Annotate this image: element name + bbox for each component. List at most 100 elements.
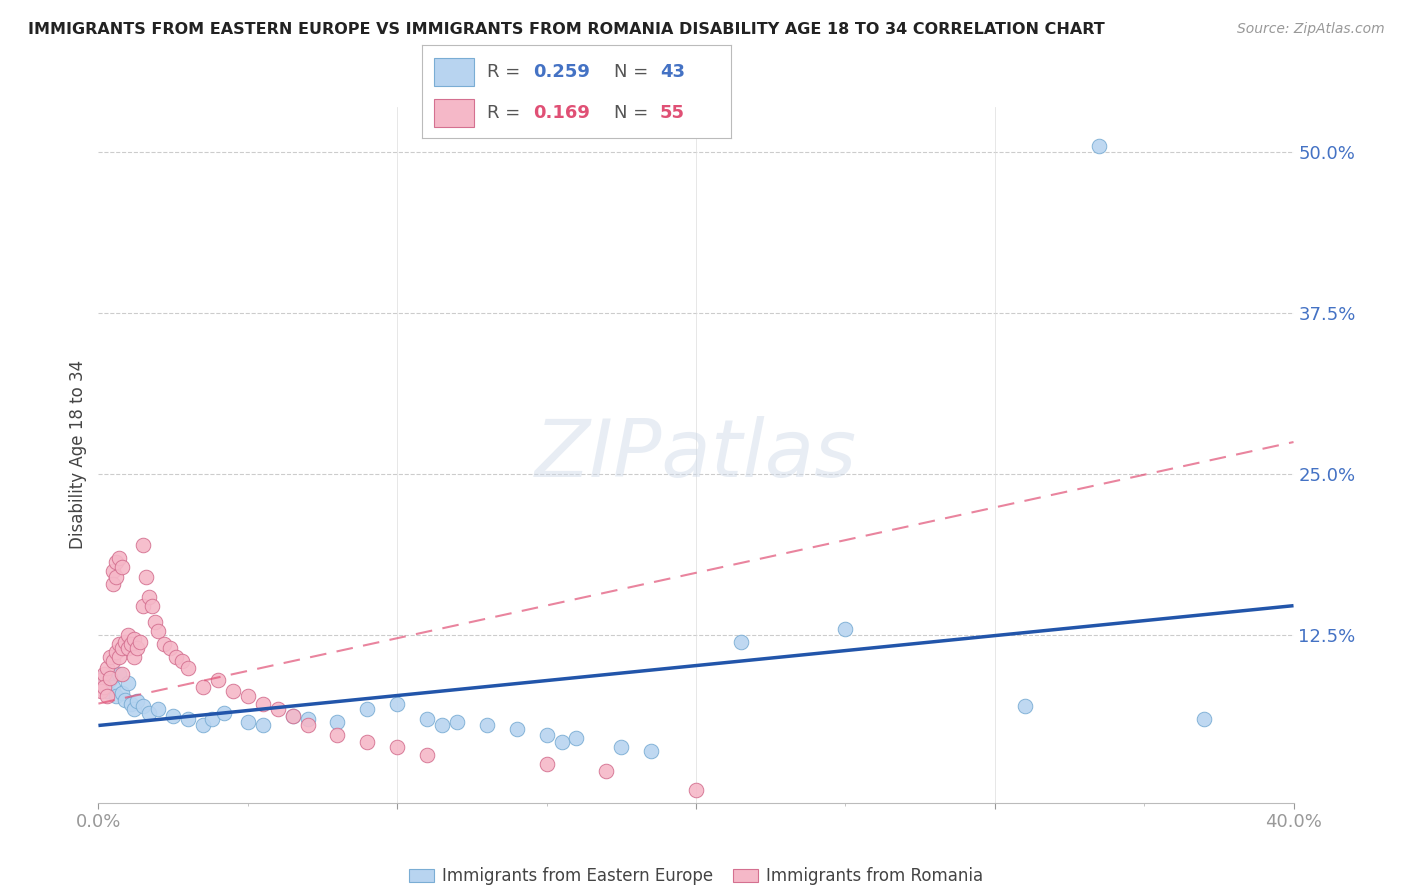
Point <box>124 702 146 716</box>
Point <box>191 680 214 694</box>
Point <box>96 683 118 698</box>
Text: Source: ZipAtlas.com: Source: ZipAtlas.com <box>1237 22 1385 37</box>
Point <box>108 667 131 681</box>
Point <box>536 727 558 741</box>
Text: R =: R = <box>486 104 526 122</box>
Point <box>114 692 136 706</box>
Point <box>475 718 498 732</box>
Point <box>100 673 122 688</box>
Point <box>93 680 115 694</box>
Text: 55: 55 <box>659 104 685 122</box>
Point <box>138 706 160 720</box>
Point <box>236 689 259 703</box>
Point <box>356 702 378 716</box>
Point <box>416 712 439 726</box>
Point <box>105 555 128 569</box>
Text: R =: R = <box>486 62 526 81</box>
Point <box>201 712 224 726</box>
Point <box>100 650 122 665</box>
Point <box>117 628 139 642</box>
Point <box>267 702 290 716</box>
Point <box>143 615 166 630</box>
Point <box>135 570 157 584</box>
Point <box>297 712 319 726</box>
Point <box>159 641 181 656</box>
Text: 43: 43 <box>659 62 685 81</box>
Point <box>222 683 245 698</box>
Point <box>90 673 112 688</box>
FancyBboxPatch shape <box>434 58 474 86</box>
Point <box>536 757 558 772</box>
Point <box>416 748 439 763</box>
Point <box>103 564 125 578</box>
Point <box>212 706 235 720</box>
Point <box>252 697 274 711</box>
Point <box>297 718 319 732</box>
Point <box>96 660 118 674</box>
Point <box>96 689 118 703</box>
Text: N =: N = <box>613 62 654 81</box>
Point <box>506 723 529 737</box>
Point <box>108 637 131 651</box>
Y-axis label: Disability Age 18 to 34: Disability Age 18 to 34 <box>69 360 87 549</box>
Point <box>111 667 134 681</box>
Point <box>127 694 149 708</box>
Point <box>610 740 633 755</box>
Point <box>550 735 572 749</box>
Point <box>1014 699 1036 714</box>
Point <box>148 702 170 716</box>
Point <box>565 731 588 746</box>
Point <box>1192 712 1215 726</box>
Text: 0.169: 0.169 <box>533 104 591 122</box>
Point <box>117 641 139 656</box>
Point <box>93 667 115 681</box>
Point <box>132 599 155 613</box>
Point <box>105 689 128 703</box>
FancyBboxPatch shape <box>434 99 474 127</box>
Legend: Immigrants from Eastern Europe, Immigrants from Romania: Immigrants from Eastern Europe, Immigran… <box>402 861 990 892</box>
Point <box>141 599 163 613</box>
Point <box>385 740 409 755</box>
Point <box>1088 138 1111 153</box>
Point <box>138 590 160 604</box>
Point <box>153 637 176 651</box>
Point <box>105 645 128 659</box>
Point <box>93 676 115 690</box>
Point <box>252 718 274 732</box>
Text: ZIPatlas: ZIPatlas <box>534 416 858 494</box>
Text: 0.259: 0.259 <box>533 62 591 81</box>
Point <box>281 709 304 723</box>
Point <box>595 764 617 778</box>
Point <box>326 714 349 729</box>
Point <box>124 632 146 647</box>
Point <box>108 650 131 665</box>
Point <box>281 709 304 723</box>
Point <box>117 676 139 690</box>
Point <box>385 697 409 711</box>
Point <box>430 718 453 732</box>
Point <box>236 714 259 729</box>
Point <box>129 634 152 648</box>
Point <box>207 673 229 688</box>
Point <box>326 727 349 741</box>
Point <box>120 637 142 651</box>
Point <box>132 699 155 714</box>
Point <box>108 551 131 566</box>
Point <box>103 576 125 591</box>
Point <box>685 783 707 797</box>
Point <box>120 697 142 711</box>
Point <box>111 560 134 574</box>
Point <box>356 735 378 749</box>
Point <box>148 624 170 639</box>
Point <box>124 650 146 665</box>
Point <box>730 634 752 648</box>
Point <box>172 654 194 668</box>
Point <box>103 680 125 694</box>
Point <box>90 683 112 698</box>
Point <box>162 709 184 723</box>
Text: N =: N = <box>613 104 654 122</box>
Point <box>446 714 468 729</box>
Point <box>165 650 187 665</box>
Point <box>111 686 134 700</box>
Point <box>111 641 134 656</box>
